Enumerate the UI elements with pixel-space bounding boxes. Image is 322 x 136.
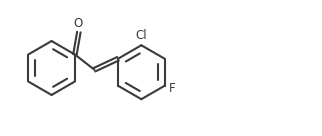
Text: O: O bbox=[74, 17, 83, 30]
Text: Cl: Cl bbox=[136, 29, 147, 42]
Text: F: F bbox=[168, 82, 175, 95]
